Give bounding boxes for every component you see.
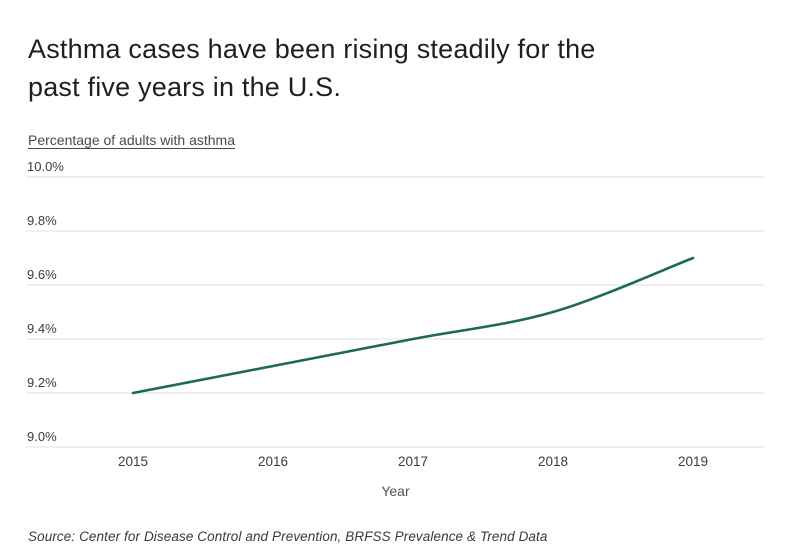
x-axis-title: Year	[381, 483, 410, 499]
y-tick-label: 10.0%	[27, 159, 64, 174]
y-tick-label: 9.0%	[27, 429, 57, 444]
trend-line	[131, 256, 695, 395]
chart-title-line-1: Asthma cases have been rising steadily f…	[28, 34, 596, 64]
x-tick-label: 2016	[258, 454, 288, 469]
chart-title-line-2: past five years in the U.S.	[28, 72, 342, 102]
chart-subtitle: Percentage of adults with asthma	[28, 132, 236, 148]
y-tick-label: 9.8%	[27, 213, 57, 228]
x-tick-label: 2018	[538, 454, 568, 469]
y-tick-label: 9.2%	[27, 375, 57, 390]
chart-plot-area: 10.0% 9.8% 9.6% 9.4% 9.2% 9.0% 2015 2016 2017 201…	[0, 155, 799, 510]
x-tick-label: 2015	[118, 454, 148, 469]
x-tick-label: 2017	[398, 454, 428, 469]
source-attribution: Source: Center for Disease Control and P…	[28, 529, 548, 544]
chart-canvas: 10.0% 9.8% 9.6% 9.4% 9.2% 9.0% 2015 2016 2017 201…	[26, 159, 765, 499]
y-tick-label: 9.4%	[27, 321, 57, 336]
x-tick-label: 2019	[678, 454, 708, 469]
y-tick-label: 9.6%	[27, 267, 57, 282]
chart-title: Asthma cases have been rising steadily f…	[28, 30, 748, 106]
